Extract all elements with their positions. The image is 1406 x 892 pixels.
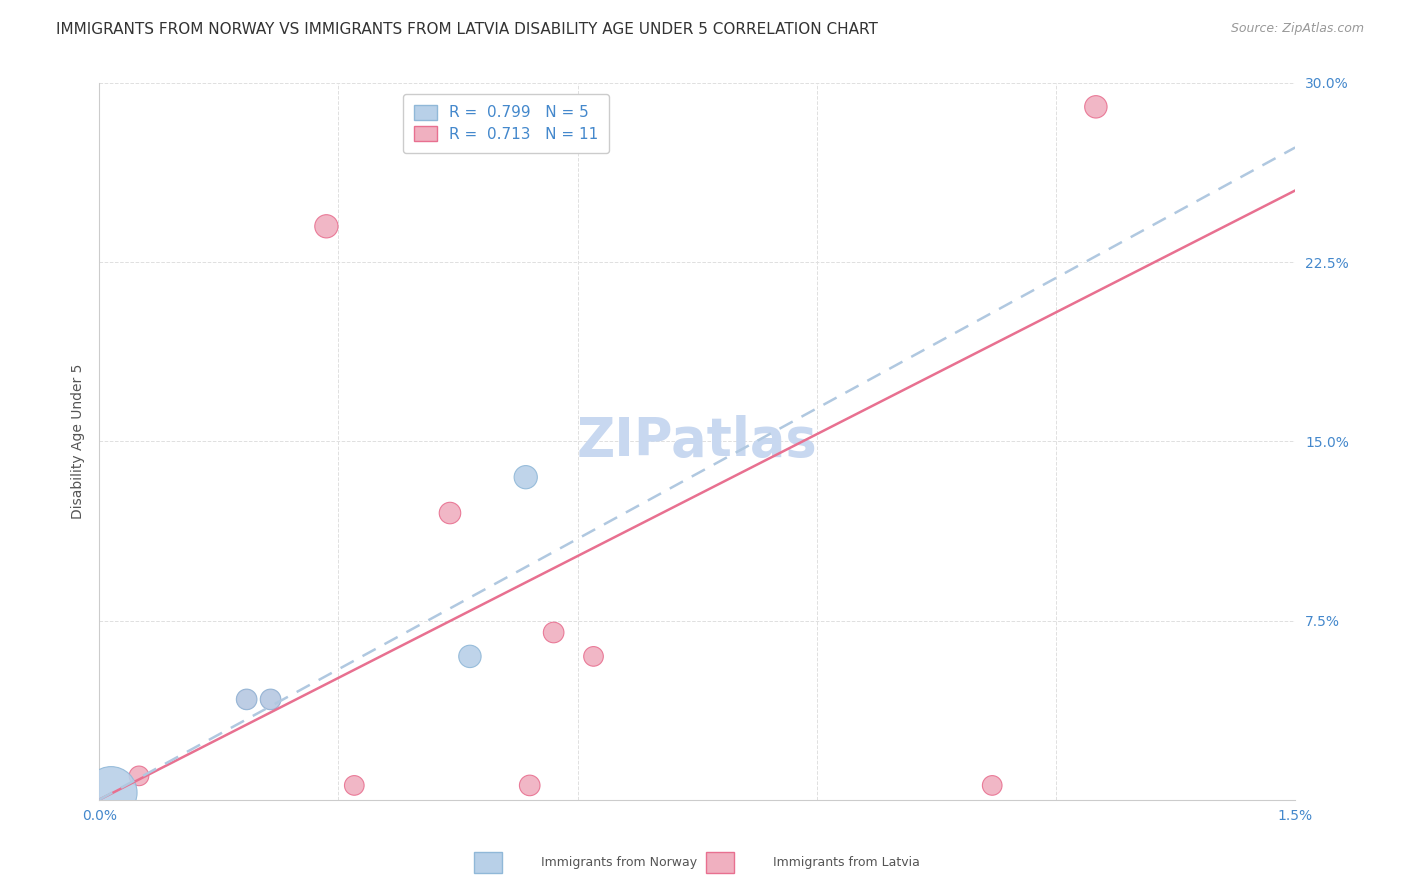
Point [128,769,150,783]
Point [439,506,461,520]
Text: Immigrants from Latvia: Immigrants from Latvia [773,856,920,869]
Point [259,692,281,706]
Text: IMMIGRANTS FROM NORWAY VS IMMIGRANTS FROM LATVIA DISABILITY AGE UNDER 5 CORRELAT: IMMIGRANTS FROM NORWAY VS IMMIGRANTS FRO… [56,22,879,37]
Point [100,786,122,800]
Point [582,649,605,664]
Point [235,692,257,706]
Point [343,779,366,793]
Point [515,470,537,484]
Point [1084,100,1107,114]
Text: Immigrants from Norway: Immigrants from Norway [541,856,697,869]
Point [981,779,1004,793]
Text: ZIPatlas: ZIPatlas [576,416,817,467]
Y-axis label: Disability Age Under 5: Disability Age Under 5 [72,364,86,519]
Legend: R =  0.799   N = 5, R =  0.713   N = 11: R = 0.799 N = 5, R = 0.713 N = 11 [404,95,609,153]
Point [519,779,541,793]
Point [543,625,565,640]
Point [259,692,281,706]
Point [235,692,257,706]
Point [458,649,481,664]
Point [315,219,337,234]
Text: Source: ZipAtlas.com: Source: ZipAtlas.com [1230,22,1364,36]
